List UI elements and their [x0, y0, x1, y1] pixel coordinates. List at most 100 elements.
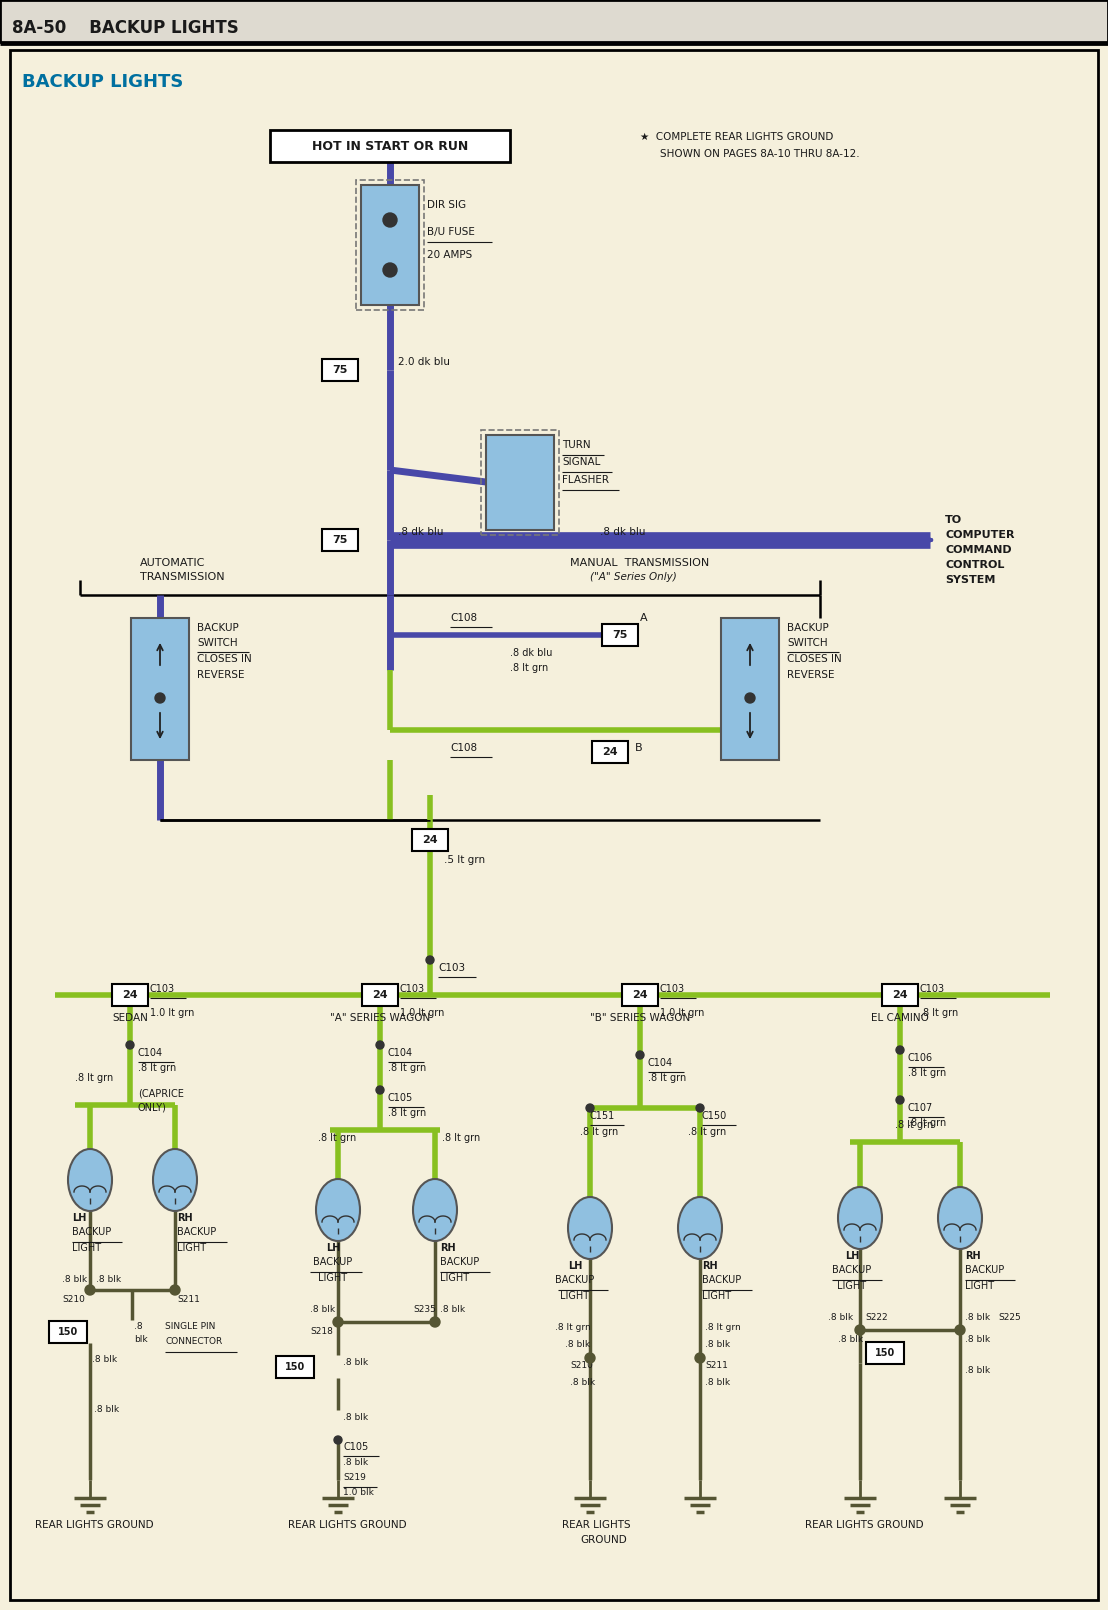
Text: .8 lt grn: .8 lt grn — [579, 1127, 618, 1137]
Bar — [602, 625, 638, 646]
Text: S218: S218 — [310, 1327, 332, 1336]
Circle shape — [376, 1042, 384, 1050]
Text: .8 lt grn: .8 lt grn — [688, 1127, 726, 1137]
Text: GROUND: GROUND — [579, 1534, 627, 1546]
Circle shape — [586, 1104, 594, 1113]
Text: .8 lt grn: .8 lt grn — [555, 1323, 591, 1331]
Text: BACKUP: BACKUP — [314, 1257, 352, 1267]
Text: 24: 24 — [122, 990, 137, 1000]
Text: LIGHT: LIGHT — [72, 1243, 101, 1253]
Circle shape — [383, 262, 397, 277]
Text: ★  COMPLETE REAR LIGHTS GROUND: ★ COMPLETE REAR LIGHTS GROUND — [640, 132, 833, 142]
Text: .8 lt grn: .8 lt grn — [442, 1133, 480, 1143]
Circle shape — [696, 1104, 704, 1113]
Text: 24: 24 — [422, 836, 438, 845]
Text: .8 blk: .8 blk — [838, 1335, 863, 1344]
Text: .8 lt grn: .8 lt grn — [907, 1067, 946, 1079]
Text: .8: .8 — [134, 1322, 143, 1331]
Text: SWITCH: SWITCH — [197, 638, 237, 647]
Text: .8 blk: .8 blk — [343, 1357, 368, 1367]
Circle shape — [745, 692, 755, 704]
Text: .8 blk: .8 blk — [343, 1459, 368, 1467]
Bar — [882, 984, 919, 1006]
Text: CLOSES IN: CLOSES IN — [787, 654, 842, 663]
Text: SHOWN ON PAGES 8A-10 THRU 8A-12.: SHOWN ON PAGES 8A-10 THRU 8A-12. — [660, 150, 860, 159]
Text: .8 dk blu: .8 dk blu — [601, 526, 646, 538]
Text: .8 blk: .8 blk — [565, 1340, 591, 1349]
Text: CLOSES IN: CLOSES IN — [197, 654, 252, 663]
Text: FLASHER: FLASHER — [562, 475, 609, 485]
Text: C103: C103 — [660, 984, 685, 993]
Text: "A" SERIES WAGON: "A" SERIES WAGON — [330, 1013, 430, 1022]
Text: .8 dk blu: .8 dk blu — [510, 647, 553, 658]
Text: .8 lt grn: .8 lt grn — [75, 1072, 113, 1084]
Text: S235: S235 — [413, 1306, 435, 1314]
Bar — [361, 185, 419, 304]
Text: 24: 24 — [892, 990, 907, 1000]
Text: BACKUP: BACKUP — [787, 623, 829, 633]
Text: LIGHT: LIGHT — [318, 1274, 348, 1283]
Text: TURN: TURN — [562, 440, 591, 451]
Circle shape — [170, 1285, 179, 1294]
Text: BACKUP: BACKUP — [440, 1257, 480, 1267]
Text: .5 lt grn: .5 lt grn — [444, 855, 485, 865]
Text: LIGHT: LIGHT — [965, 1282, 994, 1291]
Text: 1.0 lt grn: 1.0 lt grn — [150, 1008, 194, 1018]
Bar — [362, 984, 398, 1006]
Ellipse shape — [838, 1187, 882, 1249]
Text: .8 blk: .8 blk — [310, 1306, 335, 1314]
Text: LH: LH — [567, 1261, 582, 1270]
Text: RH: RH — [440, 1243, 455, 1253]
Text: S211: S211 — [705, 1360, 728, 1370]
Text: COMPUTER: COMPUTER — [945, 530, 1015, 539]
Text: BACKUP: BACKUP — [832, 1265, 872, 1275]
Text: 150: 150 — [285, 1362, 305, 1372]
Text: AUTOMATIC: AUTOMATIC — [140, 559, 205, 568]
Ellipse shape — [316, 1179, 360, 1241]
Text: .8 blk: .8 blk — [705, 1378, 730, 1386]
Text: B: B — [635, 742, 643, 753]
Bar — [592, 741, 628, 763]
Text: C104: C104 — [138, 1048, 163, 1058]
Text: C107: C107 — [907, 1103, 933, 1113]
Bar — [622, 984, 658, 1006]
Text: C105: C105 — [388, 1093, 413, 1103]
Text: .8 blk: .8 blk — [965, 1314, 991, 1322]
Ellipse shape — [153, 1150, 197, 1211]
Text: .8 lt grn: .8 lt grn — [648, 1072, 686, 1084]
Text: BACKUP: BACKUP — [72, 1227, 111, 1236]
Ellipse shape — [413, 1179, 456, 1241]
Text: EL CAMINO: EL CAMINO — [871, 1013, 929, 1022]
Text: .8 lt grn: .8 lt grn — [907, 1117, 946, 1129]
Ellipse shape — [68, 1150, 112, 1211]
Text: SWITCH: SWITCH — [787, 638, 828, 647]
Text: C104: C104 — [388, 1048, 413, 1058]
Bar — [322, 530, 358, 551]
Circle shape — [383, 213, 397, 227]
Circle shape — [855, 1325, 865, 1335]
Text: 150: 150 — [58, 1327, 79, 1336]
Text: .8 dk blu: .8 dk blu — [398, 526, 443, 538]
Circle shape — [376, 1087, 384, 1095]
Text: .8 blk: .8 blk — [828, 1314, 853, 1322]
Text: 75: 75 — [332, 535, 348, 546]
Text: LH: LH — [326, 1243, 340, 1253]
Circle shape — [126, 1042, 134, 1050]
Text: C103: C103 — [920, 984, 945, 993]
Text: (CAPRICE: (CAPRICE — [138, 1088, 184, 1098]
Text: "B" SERIES WAGON: "B" SERIES WAGON — [589, 1013, 690, 1022]
Text: LIGHT: LIGHT — [440, 1274, 469, 1283]
Text: SYSTEM: SYSTEM — [945, 575, 995, 584]
Bar — [412, 829, 448, 852]
Bar — [322, 359, 358, 382]
Text: A: A — [640, 613, 647, 623]
Text: LH: LH — [844, 1251, 859, 1261]
Text: S210: S210 — [62, 1294, 85, 1304]
Bar — [112, 984, 148, 1006]
Circle shape — [585, 1352, 595, 1364]
Text: REVERSE: REVERSE — [787, 670, 834, 679]
Text: 24: 24 — [602, 747, 618, 757]
Bar — [49, 1320, 88, 1343]
Text: DIR SIG: DIR SIG — [427, 200, 466, 209]
Text: .8 blk: .8 blk — [440, 1306, 465, 1314]
